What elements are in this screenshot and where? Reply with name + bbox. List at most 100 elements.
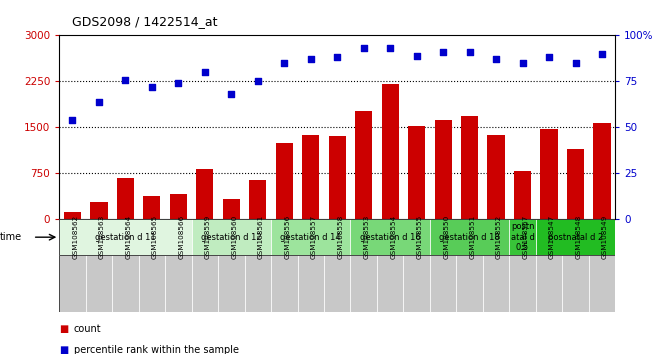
Text: postn
atal d
0.5: postn atal d 0.5 bbox=[511, 222, 534, 252]
Bar bbox=[540, 129, 557, 219]
Point bbox=[570, 60, 581, 66]
Text: ■: ■ bbox=[59, 324, 68, 334]
Text: gestation d 18: gestation d 18 bbox=[440, 233, 500, 242]
Bar bbox=[536, 255, 563, 312]
Bar bbox=[191, 255, 218, 312]
Text: gestation d 14: gestation d 14 bbox=[280, 233, 341, 242]
Text: percentile rank within the sample: percentile rank within the sample bbox=[74, 346, 239, 354]
Bar bbox=[196, 169, 213, 219]
Bar bbox=[222, 199, 240, 219]
Bar bbox=[324, 255, 351, 312]
Bar bbox=[112, 255, 139, 312]
Bar bbox=[117, 178, 134, 219]
Text: GSM108566: GSM108566 bbox=[178, 215, 184, 259]
Point bbox=[305, 57, 316, 62]
Bar bbox=[509, 219, 536, 255]
Bar bbox=[434, 120, 452, 219]
Text: GSM108552: GSM108552 bbox=[496, 215, 502, 259]
Bar bbox=[403, 255, 430, 312]
Point bbox=[544, 55, 554, 60]
Point bbox=[199, 69, 210, 75]
Point bbox=[597, 51, 607, 57]
Text: count: count bbox=[74, 324, 101, 334]
Point bbox=[438, 49, 448, 55]
Bar bbox=[170, 194, 187, 219]
Bar bbox=[245, 255, 271, 312]
Bar bbox=[536, 219, 615, 255]
Bar bbox=[594, 123, 611, 219]
Point bbox=[411, 53, 422, 58]
Bar bbox=[430, 255, 457, 312]
Text: GSM108547: GSM108547 bbox=[549, 215, 555, 259]
Bar bbox=[382, 85, 399, 219]
Point bbox=[147, 84, 157, 90]
Point bbox=[226, 91, 237, 97]
Bar bbox=[191, 219, 271, 255]
Text: GSM108560: GSM108560 bbox=[232, 215, 238, 259]
Text: GSM108567: GSM108567 bbox=[522, 215, 528, 259]
Text: GSM108551: GSM108551 bbox=[470, 215, 476, 259]
Point bbox=[279, 60, 290, 66]
Bar bbox=[483, 255, 509, 312]
Text: GSM108559: GSM108559 bbox=[205, 215, 211, 259]
Bar bbox=[139, 255, 165, 312]
Text: GSM108550: GSM108550 bbox=[443, 215, 449, 259]
Text: GSM108553: GSM108553 bbox=[364, 215, 370, 259]
Bar bbox=[509, 255, 536, 312]
Text: GSM108565: GSM108565 bbox=[152, 215, 158, 259]
Bar bbox=[328, 136, 346, 219]
Text: GSM108556: GSM108556 bbox=[284, 215, 290, 259]
Point bbox=[253, 79, 263, 84]
Point bbox=[359, 45, 369, 51]
Bar bbox=[488, 135, 505, 219]
Text: GSM108561: GSM108561 bbox=[258, 215, 264, 259]
Point bbox=[67, 117, 78, 123]
Bar bbox=[563, 255, 589, 312]
Bar bbox=[351, 219, 430, 255]
Text: gestation d 12: gestation d 12 bbox=[201, 233, 262, 242]
Bar bbox=[461, 116, 478, 219]
Text: GSM108564: GSM108564 bbox=[126, 215, 132, 259]
Point bbox=[120, 77, 131, 82]
Point bbox=[332, 55, 342, 60]
Point bbox=[385, 45, 395, 51]
Bar bbox=[271, 219, 351, 255]
Text: GSM108562: GSM108562 bbox=[72, 215, 78, 259]
Text: GSM108558: GSM108558 bbox=[337, 215, 343, 259]
Text: gestation d 16: gestation d 16 bbox=[360, 233, 420, 242]
Bar bbox=[64, 212, 81, 219]
Text: postnatal d 2: postnatal d 2 bbox=[548, 233, 603, 242]
Point bbox=[173, 80, 184, 86]
Bar bbox=[165, 255, 191, 312]
Point bbox=[93, 99, 104, 104]
Point bbox=[465, 49, 475, 55]
Bar bbox=[59, 255, 86, 312]
Bar bbox=[271, 255, 297, 312]
Bar bbox=[90, 202, 107, 219]
Bar bbox=[218, 255, 245, 312]
Bar bbox=[302, 135, 319, 219]
Bar bbox=[589, 255, 615, 312]
Text: GSM108548: GSM108548 bbox=[576, 215, 582, 259]
Bar bbox=[143, 196, 161, 219]
Point bbox=[491, 57, 501, 62]
Bar bbox=[86, 255, 112, 312]
Text: GDS2098 / 1422514_at: GDS2098 / 1422514_at bbox=[72, 15, 218, 28]
Bar bbox=[514, 171, 531, 219]
Bar bbox=[351, 255, 377, 312]
Text: time: time bbox=[0, 232, 22, 242]
Text: GSM108555: GSM108555 bbox=[417, 215, 422, 259]
Bar bbox=[249, 179, 266, 219]
Text: GSM108549: GSM108549 bbox=[602, 215, 608, 259]
Bar bbox=[430, 219, 509, 255]
Text: ■: ■ bbox=[59, 346, 68, 354]
Point bbox=[517, 60, 528, 66]
Text: gestation d 11: gestation d 11 bbox=[95, 233, 156, 242]
Bar bbox=[457, 255, 483, 312]
Bar bbox=[377, 255, 403, 312]
Bar bbox=[567, 149, 584, 219]
Bar bbox=[276, 143, 293, 219]
Bar bbox=[297, 255, 324, 312]
Text: GSM108554: GSM108554 bbox=[390, 215, 396, 259]
Bar bbox=[355, 112, 372, 219]
